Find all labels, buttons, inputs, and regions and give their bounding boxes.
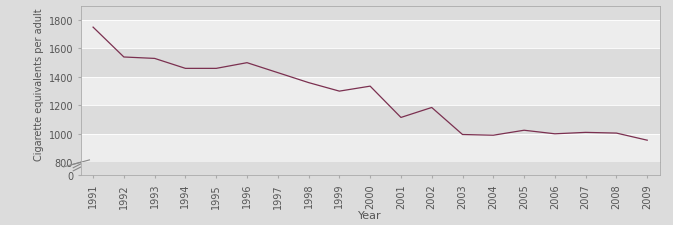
Bar <box>81 134 660 162</box>
Bar <box>81 21 660 49</box>
Bar <box>81 78 660 106</box>
X-axis label: Year: Year <box>358 211 382 220</box>
Y-axis label: Cigarette equivalents per adult: Cigarette equivalents per adult <box>34 9 44 161</box>
